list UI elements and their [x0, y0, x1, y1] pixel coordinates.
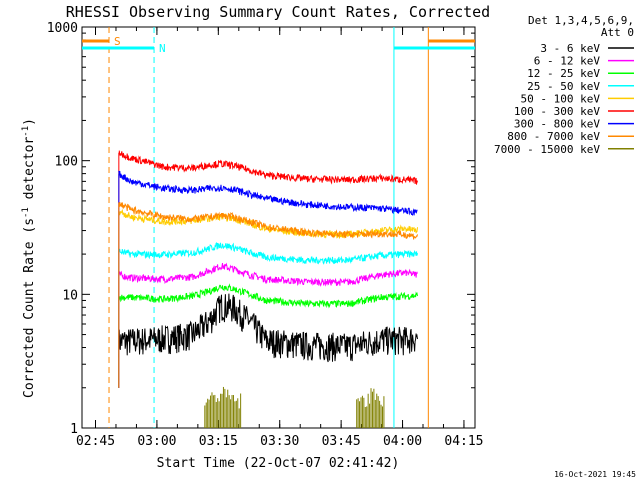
x-tick-label: 03:15: [199, 434, 238, 449]
legend-entry-label: 7000 - 15000 keV: [494, 143, 600, 156]
legend-entry-label: 12 - 25 keV: [527, 67, 600, 80]
series-line: [118, 242, 418, 265]
legend-header: Det 1,3,4,5,6,9,: [528, 14, 634, 27]
plot-frame: [81, 26, 476, 429]
x-tick-label: 03:30: [260, 434, 299, 449]
x-tick-label: 02:45: [76, 434, 115, 449]
x-tick-label: 03:00: [137, 434, 176, 449]
y-axis-label-sup1: -1: [21, 207, 31, 218]
legend-entry-label: 50 - 100 keV: [521, 92, 601, 105]
series-line: [118, 201, 418, 240]
x-axis-label: Start Time (22-Oct-07 02:41:42): [157, 456, 400, 471]
legend-header: Att 0: [601, 26, 634, 39]
series-line: [118, 170, 418, 216]
legend-entry-label: 6 - 12 keV: [534, 55, 601, 68]
x-tick-label: 04:15: [444, 434, 483, 449]
series-line: [118, 293, 418, 363]
y-axis-label-mid: detector: [22, 137, 37, 208]
plot-area: 1 10 100 1000 02:45 03:00 03:15 03:30 03:45 04:00…: [47, 21, 484, 449]
legend-entry-label: 800 - 7000 keV: [507, 130, 600, 143]
footer-timestamp: 16-Oct-2021 19:45: [554, 470, 636, 479]
y-axis-label: Corrected Count Rate (s-1 detector-1): [21, 118, 37, 398]
y-tick-label: 1: [70, 422, 78, 437]
y-tick-label: 10: [62, 288, 78, 303]
y-tick-label: 1000: [47, 21, 78, 36]
chart-title: RHESSI Observing Summary Count Rates, Co…: [66, 3, 490, 21]
x-tick-label: 03:45: [322, 434, 361, 449]
y-tick-label: 100: [55, 155, 78, 170]
legend-entry-label: 300 - 800 keV: [514, 118, 600, 131]
series-line: [118, 283, 418, 309]
y-axis-label-main: Corrected Count Rate (s: [22, 218, 37, 398]
annotation-label: N: [159, 42, 166, 55]
series-line: [118, 262, 418, 287]
y-axis-label-sup2: -1: [21, 126, 31, 137]
annotation-label: S: [114, 35, 121, 48]
legend-entry-label: 3 - 6 keV: [540, 42, 600, 55]
series-spikes: [204, 386, 385, 428]
series-line: [118, 150, 418, 185]
legend-entry-label: 100 - 300 keV: [514, 105, 600, 118]
x-tick-label: 04:00: [383, 434, 422, 449]
legend-entry-label: 25 - 50 keV: [527, 80, 600, 93]
y-axis-label-end: ): [22, 118, 37, 126]
